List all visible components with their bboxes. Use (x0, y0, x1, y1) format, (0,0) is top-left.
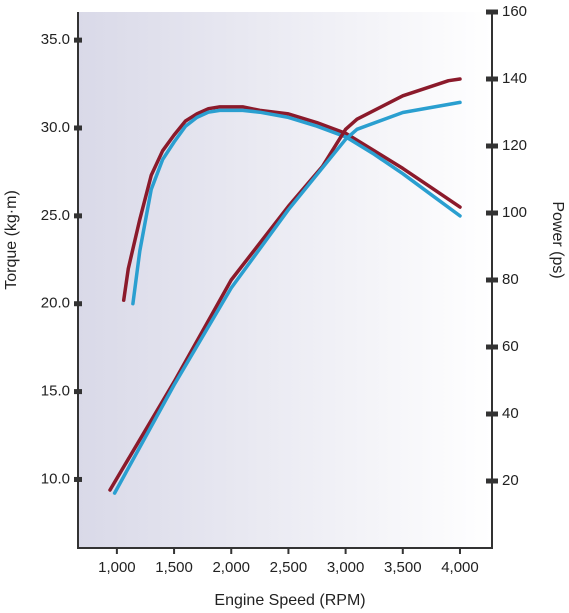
y-tick (74, 125, 82, 131)
y2-tick (486, 478, 498, 484)
y-tick-label: 35.0 (41, 31, 70, 48)
y2-tick (486, 411, 498, 417)
y-axis-title: Torque (kg·m) (3, 190, 20, 290)
y2-axis-title: Power (ps) (549, 201, 566, 278)
line (112, 100, 462, 495)
y2-tick (486, 210, 498, 216)
y2-tick-label: 80 (502, 271, 519, 288)
y-tick-label: 30.0 (41, 119, 70, 136)
y2-tick-label: 140 (502, 70, 527, 87)
x-tick-label: 2,500 (270, 559, 308, 576)
y2-tick-label: 20 (502, 472, 519, 489)
plot-area (78, 12, 492, 548)
x-tick-label: 1,000 (98, 559, 136, 576)
y2-tick (486, 277, 498, 283)
y-tick-label: 20.0 (41, 295, 70, 312)
y-tick-label: 10.0 (41, 470, 70, 487)
y2-tick (486, 76, 498, 82)
y-tick (74, 213, 82, 219)
y2-tick (486, 143, 498, 149)
y-tick (74, 37, 82, 43)
x-tick-label: 1,500 (155, 559, 193, 576)
x-tick-label: 4,000 (441, 559, 479, 576)
y2-tick-label: 100 (502, 204, 527, 221)
y-tick (74, 301, 82, 307)
y-tick-label: 25.0 (41, 207, 70, 224)
y-tick (74, 389, 82, 395)
line (131, 108, 462, 306)
x-tick-label: 2,000 (212, 559, 250, 576)
x-axis-title: Engine Speed (RPM) (214, 592, 365, 609)
x-tick-label: 3,000 (327, 559, 365, 576)
y2-tick-label: 160 (502, 3, 527, 20)
y2-tick-label: 40 (502, 405, 519, 422)
line (121, 105, 462, 302)
x-tick-label: 3,500 (384, 559, 422, 576)
y2-tick (486, 9, 498, 15)
y-tick-label: 15.0 (41, 383, 70, 400)
y2-tick-label: 120 (502, 137, 527, 154)
y2-tick-label: 60 (502, 338, 519, 355)
y-tick (74, 476, 82, 482)
line (108, 77, 462, 492)
y2-tick (486, 344, 498, 350)
